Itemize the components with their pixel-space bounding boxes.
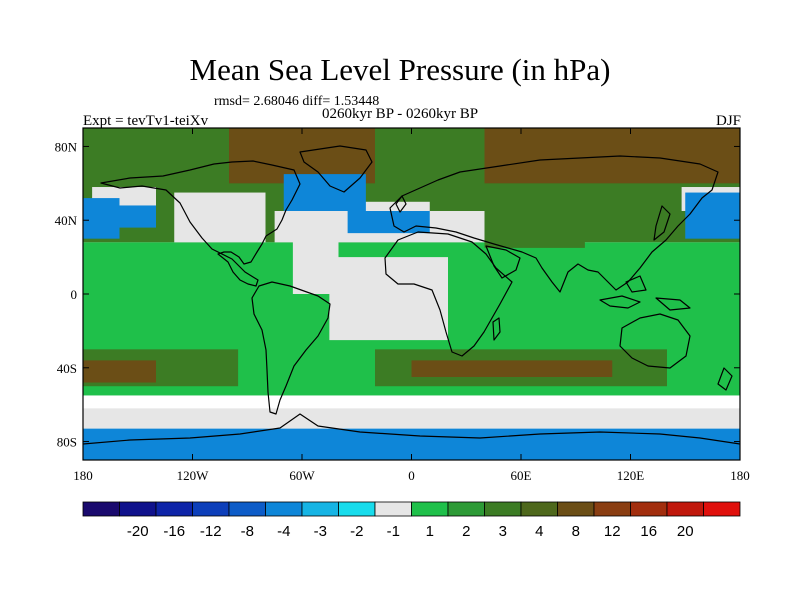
coastline-arabia <box>485 245 521 279</box>
y-tick-label: 80S <box>57 435 77 450</box>
colorbar-label: -2 <box>350 523 363 540</box>
x-tick-label: 0 <box>408 468 415 483</box>
coastline-japan <box>653 205 671 241</box>
x-tick-label: 120W <box>177 468 210 483</box>
colorbar-swatch-0 <box>82 501 120 517</box>
coastline-greenland <box>299 145 373 193</box>
x-tick-label: 120E <box>617 468 645 483</box>
colorbar-swatch-17 <box>703 501 741 517</box>
x-tick-label: 60E <box>511 468 532 483</box>
experiment-label: Expt = tevTv1-teiXv <box>83 113 209 129</box>
x-tick-label: 180 <box>730 468 750 483</box>
coastline-north-america <box>100 160 301 287</box>
coastline-africa <box>384 231 513 357</box>
colorbar-label: -16 <box>163 523 185 540</box>
field-patch-21 <box>83 360 156 383</box>
coastline-british-isles <box>395 195 407 213</box>
coastlines <box>83 145 740 445</box>
coastline-south-america <box>251 281 331 415</box>
coastline-antarctica <box>83 413 740 445</box>
field-patch-8 <box>174 192 266 243</box>
coastline-new-zealand <box>717 367 733 391</box>
colorbar-swatch-10 <box>447 501 485 517</box>
coastline-indonesia <box>599 275 647 309</box>
colorbar-swatch-7 <box>338 501 376 517</box>
colorbar-swatch-12 <box>520 501 558 517</box>
colorbar-swatch-5 <box>265 501 303 517</box>
field-patch-17 <box>347 211 430 234</box>
colorbar-label: 2 <box>462 523 470 540</box>
colorbar: -20 -16 -12 -8 -4 -3 -2 -1 1 2 3 4 8 12 16 20 <box>82 501 741 540</box>
y-tick-label: 40S <box>57 361 77 376</box>
coastline-eurasia <box>389 155 719 293</box>
colorbar-swatch-2 <box>155 501 193 517</box>
colorbar-swatch-15 <box>630 501 668 517</box>
x-tick-label: 60W <box>289 468 315 483</box>
season-label: DJF <box>715 113 741 129</box>
colorbar-swatch-6 <box>301 501 339 517</box>
colorbar-label: -3 <box>314 523 327 540</box>
y-tick-label: 0 <box>71 287 78 302</box>
colorbar-label: 16 <box>640 523 657 540</box>
field-patch-12 <box>292 238 339 294</box>
colorbar-label: -12 <box>200 523 222 540</box>
colorbar-swatch-9 <box>411 501 449 517</box>
colorbar-label: 8 <box>572 523 580 540</box>
axes: 180 120W 60W 0 60E 120E 180 80N 40N 0 40S 80S <box>55 128 750 483</box>
coastline-new-guinea <box>655 297 691 311</box>
field-patch-15 <box>119 205 156 228</box>
colorbar-label: 3 <box>499 523 507 540</box>
period-label: 0260kyr BP - 0260kyr BP <box>321 106 479 122</box>
coastline-australia <box>619 313 691 369</box>
colorbar-label: 1 <box>426 523 434 540</box>
colorbar-swatch-3 <box>192 501 230 517</box>
field-patch-18 <box>685 192 740 239</box>
colorbar-swatch-14 <box>593 501 631 517</box>
field-patch-22 <box>411 360 613 377</box>
colorbar-swatch-11 <box>484 501 522 517</box>
field-patch-14 <box>83 198 120 239</box>
colorbar-swatch-1 <box>119 501 157 517</box>
y-tick-label: 80N <box>55 139 78 154</box>
colorbar-label: -1 <box>387 523 400 540</box>
pressure-field <box>83 128 740 460</box>
colorbar-label: 12 <box>604 523 621 540</box>
colorbar-label: -4 <box>277 523 290 540</box>
field-patch-5 <box>484 128 740 184</box>
field-patch-11 <box>329 257 448 341</box>
y-tick-label: 40N <box>55 213 78 228</box>
field-patch-20 <box>484 192 585 248</box>
coastline-madagascar <box>492 317 501 341</box>
colorbar-swatch-8 <box>374 501 412 517</box>
colorbar-swatch-16 <box>666 501 704 517</box>
colorbar-label: 4 <box>535 523 543 540</box>
x-tick-label: 180 <box>73 468 93 483</box>
colorbar-label: -8 <box>241 523 254 540</box>
colorbar-label: -20 <box>127 523 149 540</box>
colorbar-swatch-13 <box>557 501 595 517</box>
colorbar-label: 20 <box>677 523 694 540</box>
stats-text: rmsd= 2.68046 diff= 1.53448 <box>214 94 380 109</box>
colorbar-swatch-4 <box>228 501 266 517</box>
chart-title: Mean Sea Level Pressure (in hPa) <box>189 52 611 87</box>
